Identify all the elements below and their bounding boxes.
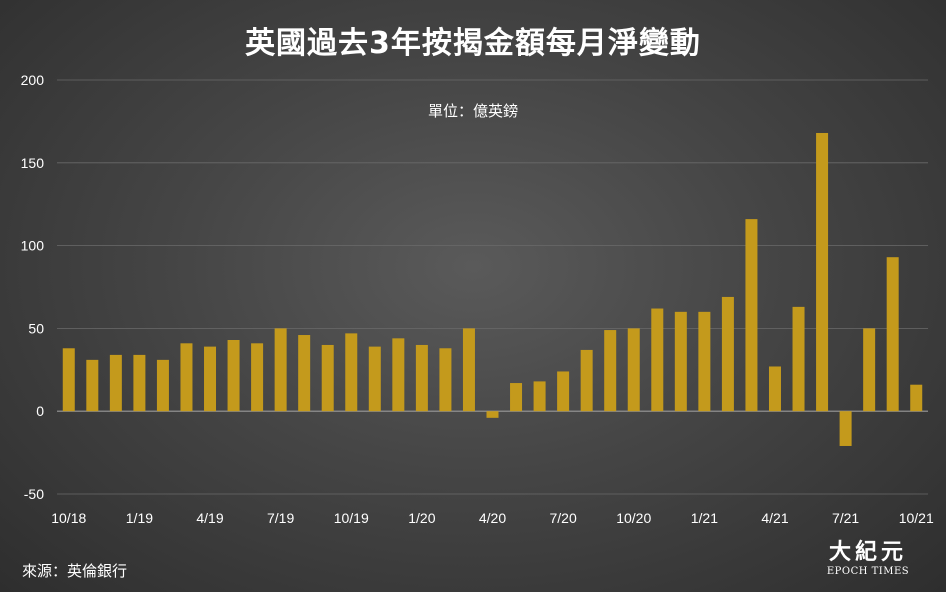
x-tick-label: 1/20: [408, 510, 435, 526]
x-tick-label: 1/21: [691, 510, 718, 526]
gridlines: [57, 79, 928, 495]
bar-12-19: [392, 338, 405, 412]
bar-12-18: [109, 354, 122, 412]
logo-english: EPOCH TIMES: [826, 566, 910, 577]
x-tick-label: 7/21: [832, 510, 859, 526]
bar-6-20: [533, 381, 546, 412]
bar-10-20: [627, 328, 640, 412]
x-tick-label: 4/20: [479, 510, 506, 526]
bar-5-20: [510, 383, 523, 412]
bar-5-19: [227, 339, 240, 412]
bar-10-19: [345, 333, 358, 412]
x-tick-label: 10/18: [51, 510, 86, 526]
bar-2-20: [439, 348, 452, 412]
bar-2-19: [156, 359, 169, 412]
bar-8-21: [863, 328, 876, 412]
bar-9-21: [886, 257, 899, 412]
x-tick-label: 10/20: [616, 510, 651, 526]
y-axis-ticks: -50 0 50 100 150 200: [21, 72, 45, 502]
bar-1-21: [698, 311, 711, 412]
bar-4-19: [204, 346, 217, 412]
x-tick-label: 10/21: [899, 510, 934, 526]
epoch-times-logo: 大紀元 EPOCH TIMES: [818, 540, 918, 577]
bar-10-18: [62, 348, 75, 412]
x-tick-label: 7/20: [549, 510, 576, 526]
bar-10-21: [910, 384, 923, 412]
bar-3-21: [745, 219, 758, 412]
x-tick-label: 1/19: [126, 510, 153, 526]
y-tick-label: 100: [21, 238, 45, 254]
bar-6-21: [816, 132, 829, 412]
x-tick-label: 4/19: [196, 510, 223, 526]
bar-11-19: [368, 346, 381, 412]
bar-3-19: [180, 343, 193, 412]
bar-11-20: [651, 308, 664, 412]
x-axis-ticks: 10/18 1/19 4/19 7/19 10/19 1/20 4/20 7/20 10/20 1…: [51, 510, 934, 526]
source-note: 來源：英倫銀行: [22, 562, 128, 580]
unit-label: 單位：億英鎊: [427, 102, 518, 120]
x-tick-label: 7/19: [267, 510, 294, 526]
bar-1-20: [415, 344, 428, 412]
logo-chinese: 大紀元: [828, 539, 907, 565]
bar-4-20: [486, 411, 499, 418]
y-tick-label: -50: [24, 486, 44, 502]
x-tick-label: 4/21: [761, 510, 788, 526]
y-tick-label: 0: [36, 403, 44, 419]
bar-7-20: [557, 371, 570, 412]
bar-11-18: [86, 359, 99, 412]
y-tick-label: 50: [28, 320, 44, 336]
bar-5-21: [792, 306, 805, 412]
bar-8-20: [580, 349, 593, 412]
bar-6-19: [251, 343, 264, 412]
bar-9-19: [321, 344, 334, 412]
x-tick-label: 10/19: [334, 510, 369, 526]
y-tick-label: 150: [21, 155, 45, 171]
y-tick-label: 200: [21, 72, 45, 88]
bar-7-19: [274, 328, 287, 412]
bar-12-20: [674, 311, 687, 412]
bar-8-19: [298, 335, 311, 412]
bar-9-20: [604, 330, 617, 412]
chart-title: 英國過去3年按揭金額每月淨變動: [245, 26, 701, 61]
bar-3-20: [462, 328, 475, 412]
bar-2-21: [721, 296, 734, 412]
bars: [62, 132, 923, 446]
bar-1-19: [133, 354, 146, 412]
bar-4-21: [768, 366, 781, 412]
bar-7-21: [839, 411, 852, 446]
